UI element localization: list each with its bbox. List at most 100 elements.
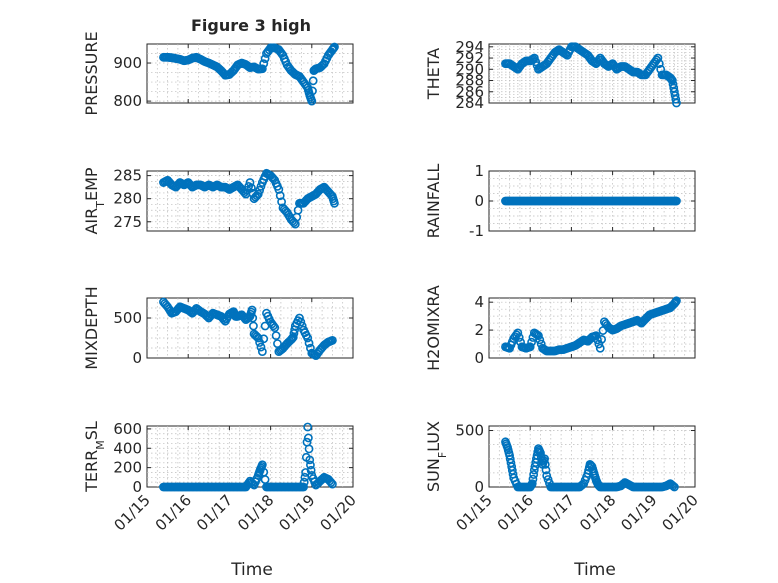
- terr_msl-y-tick-label: 0: [132, 478, 142, 496]
- mixdepth-data-point: [271, 331, 281, 340]
- air_temp-y-tick-label: 280: [113, 190, 142, 208]
- mixdepth-data-point: [268, 321, 278, 331]
- air_temp-y-axis-label: AIRTEMP: [82, 167, 107, 234]
- rainfall-y-axis-label: RAINFALL: [424, 164, 443, 239]
- rainfall-data-point: [672, 196, 681, 206]
- mixdepth-data-point: [270, 323, 280, 332]
- theta-y-tick-label: 294: [455, 38, 484, 56]
- mixdepth-data-point: [296, 317, 306, 327]
- sun_flux-series: [501, 437, 679, 492]
- h2omixra-y-axis-label: H2OMIXRA: [424, 285, 443, 371]
- terr_msl-data-point: [327, 479, 337, 489]
- theta-data-point: [654, 59, 664, 69]
- sun_flux-x-tick-label: 01/18: [576, 491, 619, 534]
- terr_msl-x-tick-label: 01/20: [317, 491, 360, 534]
- rainfall-y-tick-label: 1: [474, 162, 484, 180]
- sun_flux-x-tick-label: 01/20: [659, 491, 702, 534]
- theta-data-point: [671, 94, 681, 104]
- pressure-y-axis-label: PRESSURE: [82, 31, 101, 115]
- theta-y-tick-label: 286: [455, 83, 484, 101]
- terr_msl-data-point: [299, 477, 309, 487]
- h2omixra-series: [501, 296, 681, 356]
- x-axis-label-left: Time: [230, 560, 273, 580]
- mixdepth-data-point: [249, 321, 258, 331]
- x-axis-label-right: Time: [573, 560, 616, 580]
- theta-y-tick-label: 290: [455, 60, 484, 78]
- theta-y-tick-label: 284: [455, 94, 484, 112]
- pressure-y-tick-label: 800: [113, 92, 142, 110]
- sun_flux-data-point: [668, 481, 678, 491]
- terr_msl-x-tick-label: 01/15: [111, 491, 154, 534]
- mixdepth-data-point: [253, 333, 263, 343]
- theta-y-tick-label: 292: [455, 49, 484, 67]
- sun_flux-data-point: [541, 465, 551, 475]
- rainfall-axes: -1 0 1 RAINFALL: [424, 162, 696, 240]
- h2omixra-data-point: [535, 335, 545, 345]
- sun_flux-data-point: [670, 482, 679, 492]
- h2omixra-axes: 0 2 4 H2OMIXRA: [424, 285, 696, 371]
- air_temp-data-point: [277, 197, 286, 207]
- theta-data-point: [653, 53, 663, 63]
- rainfall-y-tick-label: 0: [474, 192, 484, 210]
- pressure-data-point: [307, 96, 317, 106]
- theta-y-tick-label: 288: [455, 72, 484, 90]
- pressure-data-point: [330, 42, 339, 52]
- mixdepth-data-point: [327, 335, 337, 345]
- air_temp-data-point: [274, 185, 284, 194]
- figure-title: Figure 3 high: [191, 16, 311, 35]
- terr_msl-data-point: [306, 465, 316, 475]
- terr_msl-x-tick-label: 01/18: [234, 491, 277, 534]
- terr_msl-x-tick-label: 01/16: [152, 491, 195, 534]
- pressure-series: [159, 42, 339, 106]
- h2omixra-data-point: [597, 334, 607, 344]
- terr_msl-data-point: [303, 433, 313, 443]
- sun_flux-x-tick-label: 01/16: [494, 491, 537, 534]
- h2omixra-data-point: [527, 337, 536, 347]
- air_temp-series: [159, 168, 339, 229]
- mixdepth-data-point: [247, 305, 257, 315]
- terr_msl-data-point: [326, 478, 336, 487]
- air_temp-data-point: [275, 191, 285, 201]
- sun_flux-x-tick-label: 01/15: [453, 491, 496, 534]
- terr_msl-y-tick-label: 600: [113, 420, 142, 438]
- sun_flux-y-tick-label: 500: [455, 422, 484, 440]
- sun_flux-data-point: [540, 454, 550, 464]
- terr_msl-data-point: [299, 482, 308, 492]
- h2omixra-y-tick-label: 0: [474, 349, 484, 367]
- air_temp-y-tick-label: 275: [113, 213, 142, 231]
- sun_flux-data-point: [540, 460, 550, 469]
- air_temp-data-point: [246, 183, 256, 193]
- pressure-data-point: [259, 59, 269, 69]
- terr_msl-x-tick-label: 01/19: [275, 491, 318, 534]
- sun_flux-data-point: [529, 470, 539, 479]
- sun_flux-x-tick-label: 01/19: [617, 491, 660, 534]
- pressure-axes: 800 900 PRESSURE: [82, 31, 354, 116]
- terr_msl-data-point: [304, 444, 314, 454]
- theta-series: [501, 42, 681, 108]
- mixdepth-y-tick-label: 0: [132, 349, 142, 367]
- mixdepth-data-point: [248, 313, 258, 323]
- theta-y-axis-label: THETA: [424, 48, 443, 100]
- rainfall-y-tick-label: -1: [469, 222, 484, 240]
- terr_msl-data-point: [306, 460, 315, 470]
- h2omixra-data-point: [672, 296, 681, 306]
- air_temp-data-point: [255, 185, 265, 195]
- mixdepth-data-point: [303, 333, 313, 343]
- sun_flux-y-axis-label: SUNFLUX: [424, 421, 449, 492]
- mixdepth-data-point: [257, 347, 267, 356]
- air_temp-axes: 275 280 285 AIRTEMP: [82, 167, 354, 235]
- terr_msl-x-tick-label: 01/17: [193, 491, 236, 534]
- mixdepth-data-point: [256, 342, 266, 352]
- sun_flux-x-tick-label: 01/17: [535, 491, 578, 534]
- rainfall-series: [501, 196, 681, 206]
- mixdepth-y-axis-label: MIXDEPTH: [82, 286, 101, 369]
- h2omixra-y-tick-label: 2: [474, 321, 484, 339]
- mixdepth-series: [159, 297, 337, 360]
- mixdepth-axes: 0 500 MIXDEPTH: [82, 286, 354, 370]
- sun_flux-data-point: [528, 474, 538, 484]
- h2omixra-y-tick-label: 4: [474, 293, 484, 311]
- sun_flux-data-point: [527, 479, 537, 489]
